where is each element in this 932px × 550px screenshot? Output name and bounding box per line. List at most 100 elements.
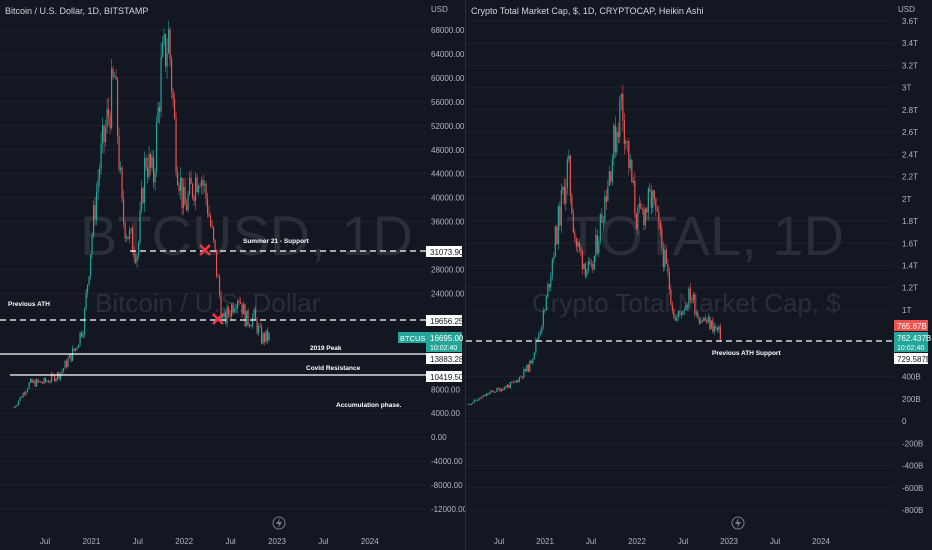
candle-body bbox=[551, 259, 553, 276]
candle-body bbox=[224, 312, 227, 324]
candle-body bbox=[143, 158, 146, 203]
candle-body bbox=[556, 226, 558, 245]
candle-body bbox=[149, 154, 152, 168]
candle-body bbox=[514, 381, 516, 383]
candle-body bbox=[79, 332, 81, 345]
candle-body bbox=[257, 325, 260, 333]
candle-body bbox=[223, 312, 225, 318]
y-tick-label: 0.00 bbox=[431, 433, 447, 442]
candle-body bbox=[73, 348, 75, 351]
y-tick-label: 2T bbox=[902, 195, 911, 204]
candle-body bbox=[635, 213, 637, 229]
candle-body bbox=[145, 158, 147, 168]
candle-body bbox=[664, 249, 666, 268]
x-tick-label: 2021 bbox=[83, 537, 101, 546]
candle-body bbox=[638, 203, 640, 208]
total-chart-pane[interactable]: TOTAL, 1D Crypto Total Market Cap, $ Pre… bbox=[466, 0, 932, 550]
candle-body bbox=[695, 312, 697, 315]
candle-body bbox=[244, 304, 246, 327]
y-tick-label: -800B bbox=[902, 506, 923, 515]
candle-body bbox=[163, 34, 165, 43]
candle-body bbox=[191, 183, 194, 198]
candle-body bbox=[122, 198, 125, 223]
candle-body bbox=[562, 186, 564, 191]
candle-body bbox=[476, 400, 478, 402]
candle-body bbox=[568, 155, 570, 160]
candle-body bbox=[488, 392, 490, 395]
y-tick-label: 4000.00 bbox=[431, 409, 460, 418]
candle-body bbox=[92, 205, 95, 236]
candle-body bbox=[155, 121, 158, 172]
candle-body bbox=[239, 301, 242, 304]
btc-chart-pane[interactable]: BTCUSD, 1D Bitcoin / U.S. Dollar Summer … bbox=[0, 0, 466, 550]
rejection-x-icon bbox=[199, 244, 211, 256]
candle-body bbox=[206, 198, 209, 214]
candle-body bbox=[41, 382, 44, 384]
candle-body bbox=[208, 213, 210, 217]
candle-body bbox=[533, 352, 535, 359]
total-chart-canvas[interactable]: TOTAL, 1D Crypto Total Market Cap, $ Pre… bbox=[466, 0, 932, 550]
candle-body bbox=[490, 390, 492, 393]
candle-body bbox=[473, 399, 475, 403]
countdown-text: 10:02:40 bbox=[897, 345, 924, 352]
candle-body bbox=[236, 300, 239, 309]
candle-body bbox=[184, 186, 186, 205]
bolt-icon[interactable] bbox=[731, 516, 745, 530]
candle-body bbox=[76, 347, 78, 349]
candle-body bbox=[659, 222, 661, 229]
candle-body bbox=[710, 320, 712, 329]
candle-body bbox=[703, 317, 705, 321]
candle-body bbox=[623, 120, 625, 144]
candle-body bbox=[592, 264, 594, 270]
bolt-icon[interactable] bbox=[272, 516, 286, 530]
candle-body bbox=[151, 156, 153, 168]
support-tag-text: 729.587B bbox=[897, 355, 931, 364]
candle-body bbox=[716, 327, 718, 330]
candle-body bbox=[511, 381, 513, 383]
candle-body bbox=[175, 118, 177, 173]
btc-chart-canvas[interactable]: BTCUSD, 1D Bitcoin / U.S. Dollar Summer … bbox=[0, 0, 466, 550]
candle-body bbox=[64, 360, 66, 369]
candle-body bbox=[112, 68, 114, 77]
candle-body bbox=[212, 227, 215, 240]
candle-body bbox=[220, 295, 222, 319]
candle-body bbox=[679, 311, 681, 313]
candle-body bbox=[536, 339, 538, 340]
candle-body bbox=[506, 385, 508, 388]
candle-body bbox=[119, 167, 122, 170]
y-tick-label: 48000.00 bbox=[431, 146, 465, 155]
last-price-tag bbox=[426, 332, 462, 352]
y-tick-label: 2.2T bbox=[902, 173, 918, 182]
candle-body bbox=[37, 379, 39, 382]
candle-body bbox=[557, 206, 559, 245]
candle-body bbox=[14, 406, 17, 408]
candle-body bbox=[475, 399, 477, 401]
x-tick-label: Jul bbox=[586, 537, 596, 546]
btc-chart-title[interactable]: Bitcoin / U.S. Dollar, 1D, BITSTAMP bbox=[5, 6, 149, 16]
candle-body bbox=[185, 204, 188, 211]
total-chart-title[interactable]: Crypto Total Market Cap, $, 1D, CRYPTOCA… bbox=[471, 6, 704, 16]
y-tick-label: 3.6T bbox=[902, 17, 918, 26]
candle-body bbox=[680, 312, 682, 316]
candle-body bbox=[713, 326, 715, 332]
candle-body bbox=[481, 396, 483, 399]
candle-body bbox=[538, 333, 540, 340]
candle-body bbox=[479, 397, 481, 399]
candle-body bbox=[467, 404, 469, 405]
candle-body bbox=[17, 400, 20, 405]
y-tick-label: -8000.00 bbox=[431, 481, 463, 490]
candle-body bbox=[214, 239, 216, 250]
candle-body bbox=[598, 241, 600, 253]
candle-body bbox=[253, 309, 255, 317]
candle-body bbox=[587, 261, 589, 271]
y-tick-label: 52000.00 bbox=[431, 122, 465, 131]
candle-body bbox=[196, 177, 198, 192]
candle-body bbox=[161, 42, 164, 57]
y-tick-label: 2.8T bbox=[902, 106, 918, 115]
candle-body bbox=[133, 252, 135, 258]
candle-body bbox=[202, 180, 204, 186]
candle-body bbox=[89, 254, 92, 277]
candle-body bbox=[701, 320, 703, 322]
candle-body bbox=[187, 194, 189, 211]
candle-body bbox=[83, 308, 86, 335]
